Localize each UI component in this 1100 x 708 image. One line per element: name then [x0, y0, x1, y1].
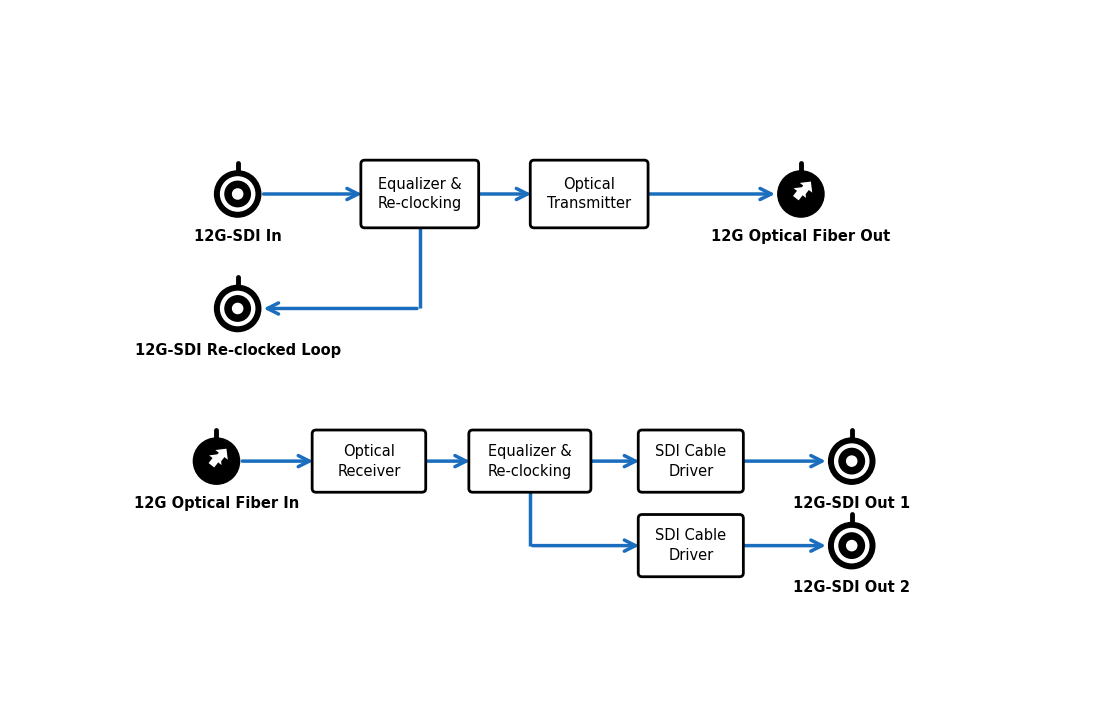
Circle shape: [221, 177, 255, 211]
Circle shape: [847, 540, 857, 551]
Circle shape: [214, 285, 261, 331]
FancyBboxPatch shape: [361, 160, 478, 228]
Circle shape: [226, 181, 251, 207]
Text: Equalizer &
Re-clocking: Equalizer & Re-clocking: [377, 176, 462, 212]
Text: SDI Cable
Driver: SDI Cable Driver: [656, 528, 726, 563]
Text: 12G-SDI In: 12G-SDI In: [194, 229, 282, 244]
Circle shape: [847, 456, 857, 466]
Circle shape: [839, 533, 865, 559]
Circle shape: [221, 292, 255, 326]
Text: Equalizer &
Re-clocking: Equalizer & Re-clocking: [487, 444, 572, 479]
Circle shape: [835, 444, 869, 478]
Circle shape: [828, 438, 874, 484]
FancyBboxPatch shape: [638, 515, 744, 577]
Text: Optical
Receiver: Optical Receiver: [338, 444, 400, 479]
Polygon shape: [800, 181, 812, 195]
Circle shape: [778, 171, 824, 217]
Circle shape: [835, 529, 869, 563]
FancyBboxPatch shape: [469, 430, 591, 492]
Circle shape: [232, 304, 243, 314]
FancyBboxPatch shape: [530, 160, 648, 228]
Circle shape: [839, 448, 865, 474]
Text: 12G-SDI Out 2: 12G-SDI Out 2: [793, 581, 910, 595]
Text: 12G-SDI Re-clocked Loop: 12G-SDI Re-clocked Loop: [134, 343, 341, 358]
FancyBboxPatch shape: [312, 430, 426, 492]
Circle shape: [226, 296, 251, 321]
Polygon shape: [214, 449, 228, 462]
Circle shape: [194, 438, 240, 484]
Text: 12G Optical Fiber In: 12G Optical Fiber In: [134, 496, 299, 510]
FancyBboxPatch shape: [638, 430, 744, 492]
Polygon shape: [209, 454, 221, 467]
Circle shape: [828, 523, 874, 569]
Circle shape: [214, 171, 261, 217]
Polygon shape: [793, 187, 806, 200]
Text: 12G-SDI Out 1: 12G-SDI Out 1: [793, 496, 911, 510]
Circle shape: [232, 189, 243, 199]
Text: Optical
Transmitter: Optical Transmitter: [547, 176, 631, 212]
Text: SDI Cable
Driver: SDI Cable Driver: [656, 444, 726, 479]
Text: 12G Optical Fiber Out: 12G Optical Fiber Out: [712, 229, 891, 244]
